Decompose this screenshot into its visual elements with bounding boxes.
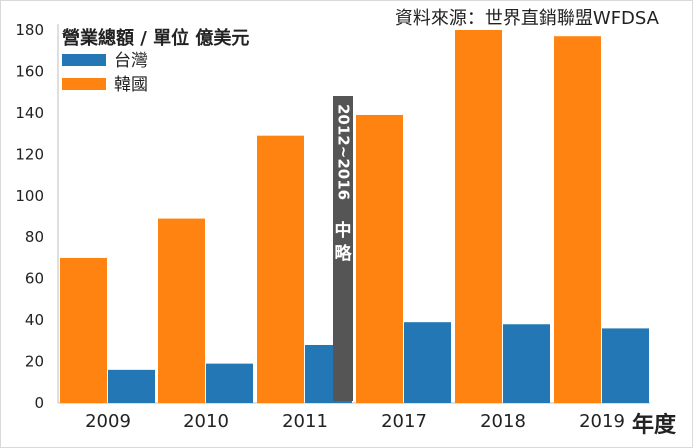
bar-korea-2011 <box>257 135 304 403</box>
legend-label: 台灣 <box>114 51 148 71</box>
y-tick-label: 80 <box>25 228 44 246</box>
bar-korea-2017 <box>356 114 403 403</box>
x-tick-label: 2011 <box>282 411 328 432</box>
y-tick-label: 40 <box>25 311 44 329</box>
y-tick-label: 20 <box>25 353 44 371</box>
bar-korea-2009 <box>60 257 107 403</box>
legend-swatch-taiwan <box>62 54 106 66</box>
break-marker <box>333 96 353 401</box>
source-note: 資料來源：世界直銷聯盟WFDSA <box>394 8 659 29</box>
break-range-label: 2012~2016 <box>335 104 353 200</box>
bar-taiwan-2010 <box>206 363 253 403</box>
y-tick-label: 60 <box>25 270 44 288</box>
legend-swatch-korea <box>62 78 106 90</box>
x-tick-label: 2017 <box>381 411 427 432</box>
y-tick-label: 140 <box>15 104 44 122</box>
bar-korea-2010 <box>158 218 205 403</box>
bar-korea-2019 <box>554 36 601 403</box>
y-tick-label: 0 <box>34 394 44 412</box>
y-tick-label: 100 <box>15 187 44 205</box>
bar-taiwan-2019 <box>602 328 649 403</box>
x-tick-label: 2009 <box>85 411 131 432</box>
y-tick-label: 160 <box>15 62 44 80</box>
x-axis-title: 年度 <box>632 412 677 438</box>
x-tick-label: 2019 <box>579 411 625 432</box>
bar-taiwan-2009 <box>108 369 155 403</box>
chart-title: 營業總額 / 單位 億美元 <box>62 27 249 49</box>
bar-taiwan-2018 <box>503 324 550 403</box>
break-omitted-label: 中略 <box>335 220 353 264</box>
y-tick-label: 120 <box>15 145 44 163</box>
y-tick-label: 180 <box>15 21 44 39</box>
bar-taiwan-2017 <box>404 322 451 403</box>
x-tick-label: 2018 <box>480 411 526 432</box>
x-tick-label: 2010 <box>183 411 229 432</box>
legend-label: 韓國 <box>114 75 148 95</box>
bar-korea-2018 <box>455 30 502 403</box>
